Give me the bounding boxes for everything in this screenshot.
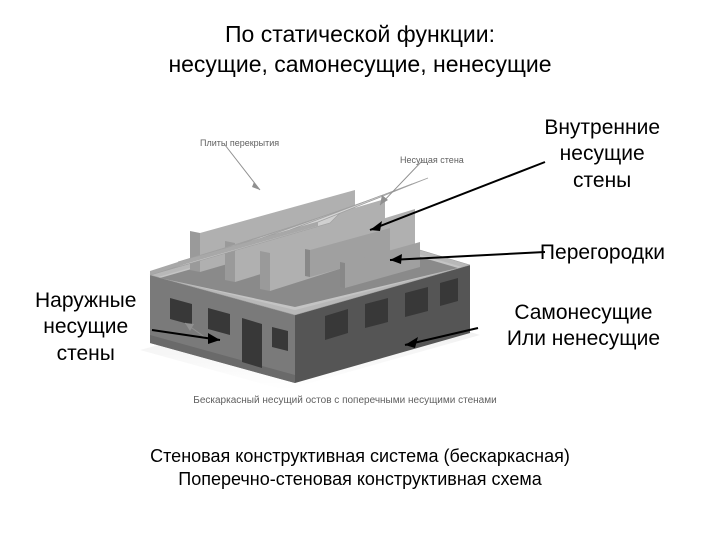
bottom-caption: Стеновая конструктивная система (бескарк… [0,445,720,492]
label-partitions: Перегородки [540,240,665,266]
building-svg [130,135,490,395]
label-outer-walls: Наружные несущие стены [35,288,136,367]
building-model [130,135,490,395]
label-inner-walls: Внутренние несущие стены [544,115,660,194]
title-line1: По статической функции: [225,21,495,47]
window-front-3 [272,327,288,351]
title-line2: несущие, самонесущие, ненесущие [168,51,551,77]
label-self-supporting: Самонесущие Или ненесущие [507,300,660,353]
diagram-caption: Бескаркасный несущий остов с поперечными… [185,395,505,406]
page-title: По статической функции: несущие, самонес… [0,20,720,80]
door-front [242,318,262,368]
